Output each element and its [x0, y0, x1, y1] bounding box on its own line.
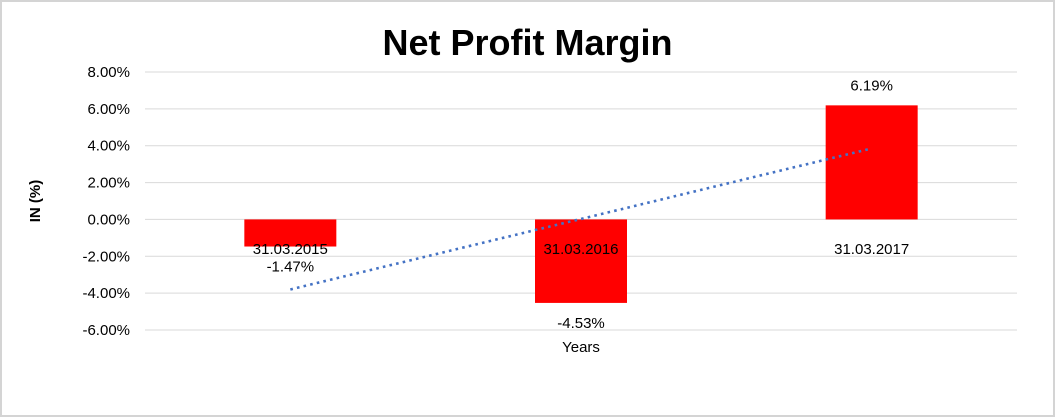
y-axis-title: IN (%) [27, 180, 44, 223]
y-axis-tick-label: 6.00% [87, 101, 130, 118]
trendline [290, 147, 872, 291]
bar-31.03.2017 [825, 105, 918, 220]
category-label: 31.03.2016 [543, 241, 618, 258]
y-axis-tick-label: 4.00% [87, 138, 130, 155]
y-axis-tick-label: 8.00% [87, 64, 130, 81]
category-label: 31.03.2015 [253, 241, 328, 258]
y-axis-tick-label: -4.00% [82, 285, 130, 302]
data-label: 6.19% [850, 77, 893, 94]
y-axis-tick-label: 2.00% [87, 175, 130, 192]
bar-31.03.2016 [535, 219, 627, 303]
data-label: -4.53% [557, 315, 605, 332]
x-axis-title: Years [562, 339, 600, 356]
data-label: -1.47% [267, 259, 315, 276]
category-label: 31.03.2017 [834, 241, 909, 258]
y-axis-tick-label: -6.00% [82, 322, 130, 339]
y-axis-tick-label: -2.00% [82, 248, 130, 265]
bar-31.03.2015 [244, 219, 337, 247]
chart-title: Net Profit Margin [382, 22, 673, 63]
y-axis-tick-label: 0.00% [87, 211, 130, 228]
